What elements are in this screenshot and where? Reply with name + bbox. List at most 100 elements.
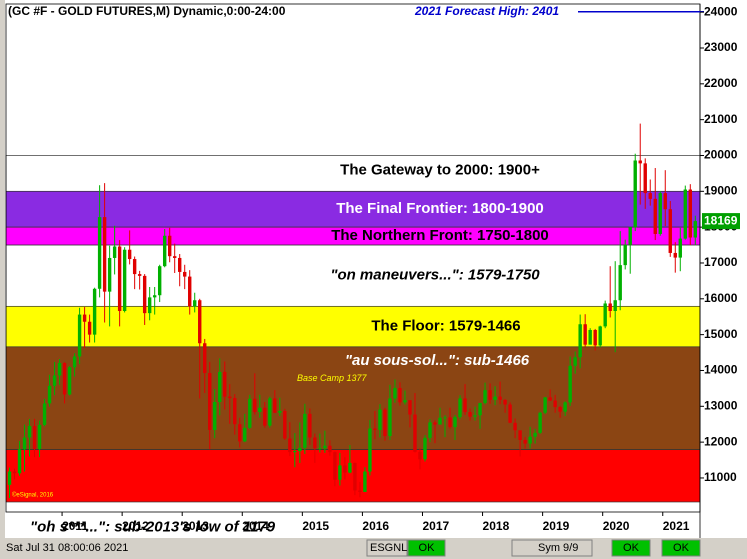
candle-body xyxy=(203,343,207,373)
candle-body xyxy=(533,432,537,437)
candle-body xyxy=(152,295,157,298)
candle-body xyxy=(157,266,162,296)
candle-body xyxy=(643,163,647,194)
y-tick-label: 22000 xyxy=(704,76,738,90)
copyright: ©eSignal, 2016 xyxy=(12,492,54,499)
x-tick-label: 2014 xyxy=(242,519,269,533)
candle-body xyxy=(273,398,277,413)
candle-body xyxy=(27,426,32,438)
candle-body xyxy=(443,417,447,419)
y-tick-label: 16000 xyxy=(704,291,738,305)
candle-body xyxy=(52,375,57,386)
candle-body xyxy=(333,452,337,480)
candle-body xyxy=(683,189,687,239)
candle-body xyxy=(313,437,317,449)
status-time: Sat Jul 31 08:00:06 2021 xyxy=(6,542,128,554)
candle-body xyxy=(373,428,377,430)
band-label: The Northern Front: 1750-1800 xyxy=(331,227,549,244)
candle-body xyxy=(293,451,297,453)
candle-body xyxy=(82,314,87,322)
candle-body xyxy=(638,160,642,164)
candle-body xyxy=(22,437,27,450)
candle-body xyxy=(77,314,82,357)
candle-body xyxy=(243,427,247,442)
candle-body xyxy=(193,300,197,307)
candle-body xyxy=(478,403,482,416)
candle-body xyxy=(263,407,267,426)
y-tick-label: 21000 xyxy=(704,112,738,126)
candle-body xyxy=(433,422,437,425)
candle-body xyxy=(428,422,432,438)
status-label: Sym 9/9 xyxy=(538,542,578,554)
candle-body xyxy=(253,398,257,413)
x-tick-label: 2021 xyxy=(663,519,690,533)
candle-body xyxy=(483,390,487,404)
candle-body xyxy=(72,356,77,368)
candle-body xyxy=(218,371,222,403)
band-label: "oh s***...": sub-2013's low of 1179 xyxy=(30,519,276,536)
candle-body xyxy=(303,413,307,448)
candle-body xyxy=(17,449,22,474)
candle-body xyxy=(178,257,182,272)
y-tick-label: 13000 xyxy=(704,398,738,412)
candle-body xyxy=(97,217,102,289)
candle-body xyxy=(423,437,427,460)
candle-body xyxy=(57,362,62,376)
x-tick-label: 2011 xyxy=(62,519,88,533)
window-frame xyxy=(0,0,5,538)
candle-body xyxy=(117,246,122,311)
candle-body xyxy=(613,300,617,311)
candle-body xyxy=(102,217,107,292)
candle-body xyxy=(588,329,592,345)
candle-body xyxy=(568,365,572,403)
candle-body xyxy=(183,271,187,277)
status-label-box xyxy=(366,539,408,557)
candle-body xyxy=(558,407,562,412)
x-tick-label: 2020 xyxy=(603,519,630,533)
candle-body xyxy=(403,400,407,403)
candle-body xyxy=(87,321,92,335)
candle-body xyxy=(458,398,462,418)
y-tick-label: 23000 xyxy=(704,40,738,54)
band-label: "au sous-sol...": sub-1466 xyxy=(345,352,530,369)
candle-body xyxy=(623,244,627,266)
candle-body xyxy=(663,193,667,210)
candle-body xyxy=(308,413,312,438)
candle-body xyxy=(608,303,612,311)
y-tick-label: 19000 xyxy=(704,183,738,197)
candle-body xyxy=(503,399,507,405)
chart-title: (GC #F - GOLD FUTURES,M) Dynamic,0:00-24… xyxy=(8,4,286,18)
candle-body xyxy=(473,415,477,417)
last-price-label: 18169 xyxy=(704,213,738,227)
candle-body xyxy=(668,209,672,253)
candle-body xyxy=(488,390,492,400)
candle-body xyxy=(633,160,637,228)
candle-body xyxy=(37,424,42,449)
candle-body xyxy=(328,445,332,453)
y-tick-label: 11000 xyxy=(704,470,737,484)
x-tick-label: 2012 xyxy=(122,519,149,533)
candle-body xyxy=(513,422,517,431)
candle-body xyxy=(132,259,137,275)
candle-body xyxy=(363,471,367,492)
candle-body xyxy=(288,438,292,453)
candle-body xyxy=(463,398,467,413)
candle-body xyxy=(112,246,117,258)
candle-body xyxy=(653,198,657,234)
candle-body xyxy=(378,409,382,430)
status-ok: OK xyxy=(419,542,436,554)
candle-body xyxy=(162,235,167,267)
candle-body xyxy=(122,249,127,311)
candle-body xyxy=(338,465,342,480)
y-tick-label: 20000 xyxy=(704,148,738,162)
candle-body xyxy=(142,275,147,314)
status-ok: OK xyxy=(623,542,640,554)
candle-body xyxy=(618,265,622,301)
candle-body xyxy=(583,324,587,345)
x-tick-label: 2015 xyxy=(302,519,329,533)
candle-body xyxy=(673,252,677,258)
candle-body xyxy=(413,414,417,452)
